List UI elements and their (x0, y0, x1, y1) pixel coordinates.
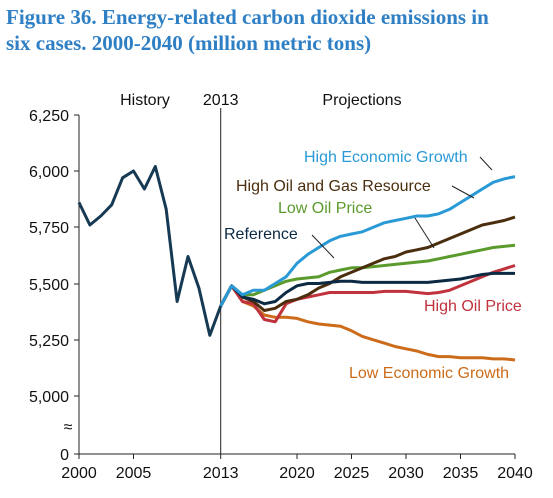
history-label: History (120, 92, 170, 109)
high-oil-price-label: High Oil Price (424, 298, 522, 315)
y-tick-label: 5,500 (29, 277, 69, 294)
chart-title-line-1: Figure 36. Energy-related carbon dioxide… (6, 5, 489, 29)
high-economic-growth-leader-line (479, 156, 493, 171)
low-economic-growth-label: Low Economic Growth (349, 365, 509, 382)
high-oil-and-gas-resource-label: High Oil and Gas Resource (236, 178, 431, 195)
x-tick-label: 2013 (203, 465, 239, 482)
axes: 6,250 6,000 5,750 5,500 5,250 5,000 0 ≈2000 2005… (29, 108, 533, 482)
x-tick-label: 2000 (61, 465, 97, 482)
series-lines (77, 165, 516, 362)
labels: History 2013 Projections High Economic Grow… (120, 92, 522, 382)
reference-leader-line (311, 234, 335, 259)
x-tick-label: 2005 (116, 465, 152, 482)
high-oil-price-series-line (219, 264, 516, 324)
x-tick-label: 2040 (497, 465, 533, 482)
high-oil-and-gas-resource-series-line (219, 215, 516, 312)
x-tick-label: 2035 (443, 465, 479, 482)
y-tick-label: 6,000 (29, 164, 69, 181)
history-series-line (77, 165, 223, 337)
low-economic-growth-series-line (219, 284, 516, 362)
y-tick-label: 5,750 (29, 220, 69, 237)
reference-label: Reference (224, 226, 298, 243)
high-oil-and-gas-resource-leader-line (451, 185, 475, 199)
axis-break-symbol: ≈ (64, 419, 73, 436)
low-oil-price-leader-line (414, 217, 435, 249)
chart-title: Figure 36. Energy-related carbon dioxide… (6, 4, 551, 56)
y-tick-label: 6,250 (29, 108, 69, 125)
projections-label: Projections (322, 92, 401, 109)
x-tick-label: 2020 (279, 465, 315, 482)
y-tick-label: 5,250 (29, 333, 69, 350)
low-oil-price-label: Low Oil Price (278, 200, 372, 217)
high-economic-growth-series-line (219, 175, 516, 307)
x-tick-label: 2030 (388, 465, 424, 482)
x-tick-label: 2025 (334, 465, 370, 482)
high-economic-growth-label: High Economic Growth (304, 149, 468, 166)
divider-year-label: 2013 (203, 92, 239, 109)
chart-title-line-2: six cases. 2000-2040 (million metric ton… (6, 31, 372, 55)
y-tick-label: 5,000 (29, 389, 69, 406)
y-tick-label: 0 (60, 447, 69, 464)
reference-series-line (219, 271, 515, 307)
